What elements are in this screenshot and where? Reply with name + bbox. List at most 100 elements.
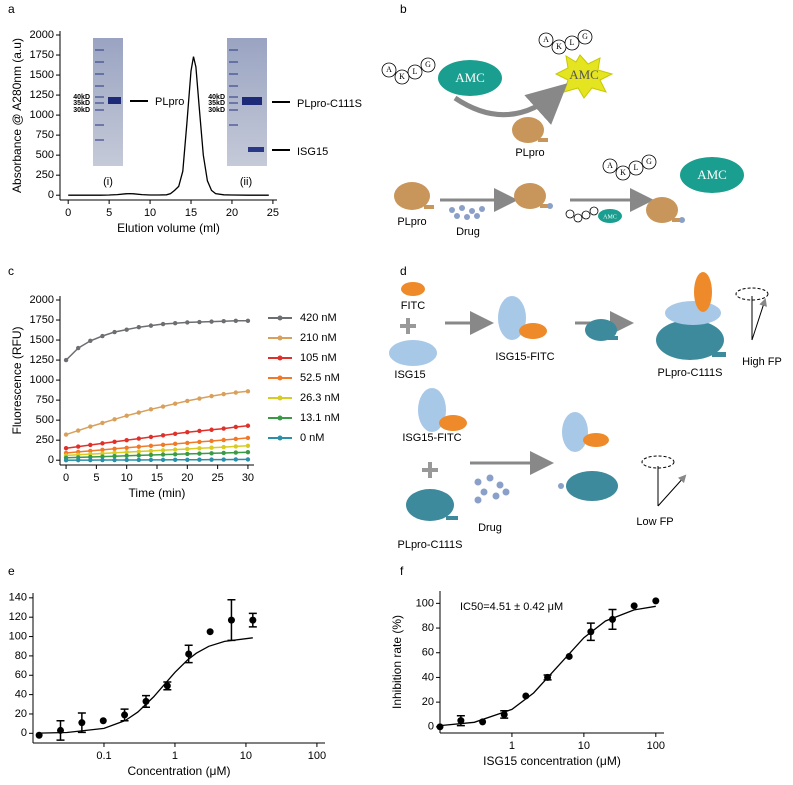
x-tick-label: 15 [185, 207, 197, 219]
panel-label: b [400, 2, 407, 16]
y-tick-label: 250 [36, 434, 54, 446]
residue: L [634, 163, 639, 172]
point [148, 323, 154, 328]
point [88, 448, 93, 454]
line [65, 390, 248, 436]
gel-marker: 35kD [208, 100, 225, 107]
diagram-b: b [381, 2, 744, 223]
point [227, 616, 235, 624]
point [172, 441, 178, 447]
point [75, 428, 81, 433]
legend-swatch [277, 435, 283, 441]
point [100, 454, 105, 459]
point [63, 357, 69, 363]
point [56, 726, 64, 734]
panel-label: d [400, 264, 407, 278]
amc-label: AMC [569, 67, 599, 82]
y-tick-label: 60 [15, 669, 27, 681]
x-tick-label: 10 [240, 750, 252, 762]
point [88, 457, 93, 463]
annotation: IC50=4.51 ± 0.42 μM [460, 601, 563, 613]
y-tick-label: 2000 [30, 29, 54, 41]
point [99, 717, 107, 725]
y-axis-title: Fluorescence (RFU) [10, 326, 24, 434]
point [172, 457, 178, 462]
point [221, 437, 226, 443]
point [197, 439, 202, 445]
point [233, 436, 239, 442]
point [148, 448, 154, 454]
point [245, 435, 251, 441]
point [185, 398, 190, 404]
point [124, 453, 129, 458]
point [185, 440, 190, 446]
point [197, 396, 202, 401]
point [221, 426, 226, 431]
point [148, 407, 154, 412]
point [112, 450, 117, 456]
line [66, 425, 248, 449]
point [100, 333, 105, 339]
y-tick-label: 140 [9, 592, 27, 604]
point [565, 652, 573, 660]
x-axis-title: Elution volume (ml) [117, 221, 220, 235]
point [172, 447, 178, 452]
point [63, 457, 69, 463]
isg15-label: ISG15 [394, 369, 425, 381]
gel-label: (i) [103, 176, 113, 188]
y-tick-label: 1750 [30, 314, 54, 326]
line [66, 437, 248, 454]
y-tick-label: 1500 [30, 334, 54, 346]
point [608, 615, 616, 623]
point [209, 445, 214, 450]
y-tick-label: 20 [15, 708, 27, 720]
residue: G [425, 60, 431, 69]
point [221, 444, 226, 450]
point [185, 457, 190, 462]
x-tick-label: 0 [65, 207, 71, 219]
point [209, 451, 214, 456]
fitc-label: FITC [401, 300, 425, 312]
point [587, 628, 595, 636]
y-tick-label: 1250 [30, 89, 54, 101]
point [136, 453, 142, 458]
panel-label: f [400, 564, 404, 578]
point [136, 436, 142, 441]
residue: A [543, 35, 549, 44]
y-tick-label: 60 [422, 647, 434, 659]
point [112, 439, 117, 444]
point [100, 441, 105, 446]
gel-label: (ii) [240, 176, 252, 188]
point [124, 437, 129, 443]
x-tick-label: 0.1 [96, 750, 111, 762]
legend-label: 105 nM [300, 352, 337, 364]
point [233, 318, 239, 324]
x-tick-label: 100 [308, 750, 326, 762]
point [197, 457, 202, 462]
x-tick-label: 5 [93, 472, 99, 484]
y-tick-label: 0 [48, 454, 54, 466]
y-tick-label: 1000 [30, 109, 54, 121]
point [160, 321, 166, 327]
gel-band-label: ISG15 [297, 146, 328, 158]
point [185, 650, 193, 658]
x-tick-label: 5 [106, 207, 112, 219]
y-tick-label: 80 [15, 650, 27, 662]
legend-swatch [277, 395, 283, 401]
point [209, 319, 214, 324]
y-tick-label: 1250 [30, 354, 54, 366]
legend-label: 210 nM [300, 332, 337, 344]
point [35, 731, 43, 739]
point [245, 443, 251, 448]
point [233, 444, 239, 449]
diagram-d: d [389, 264, 768, 521]
point [75, 345, 81, 351]
gel-marker: 35kD [73, 100, 90, 107]
point [112, 446, 117, 452]
y-tick-label: 1750 [30, 49, 54, 61]
point [233, 424, 239, 430]
y-tick-label: 250 [36, 169, 54, 181]
point [245, 457, 251, 462]
point [209, 393, 214, 399]
